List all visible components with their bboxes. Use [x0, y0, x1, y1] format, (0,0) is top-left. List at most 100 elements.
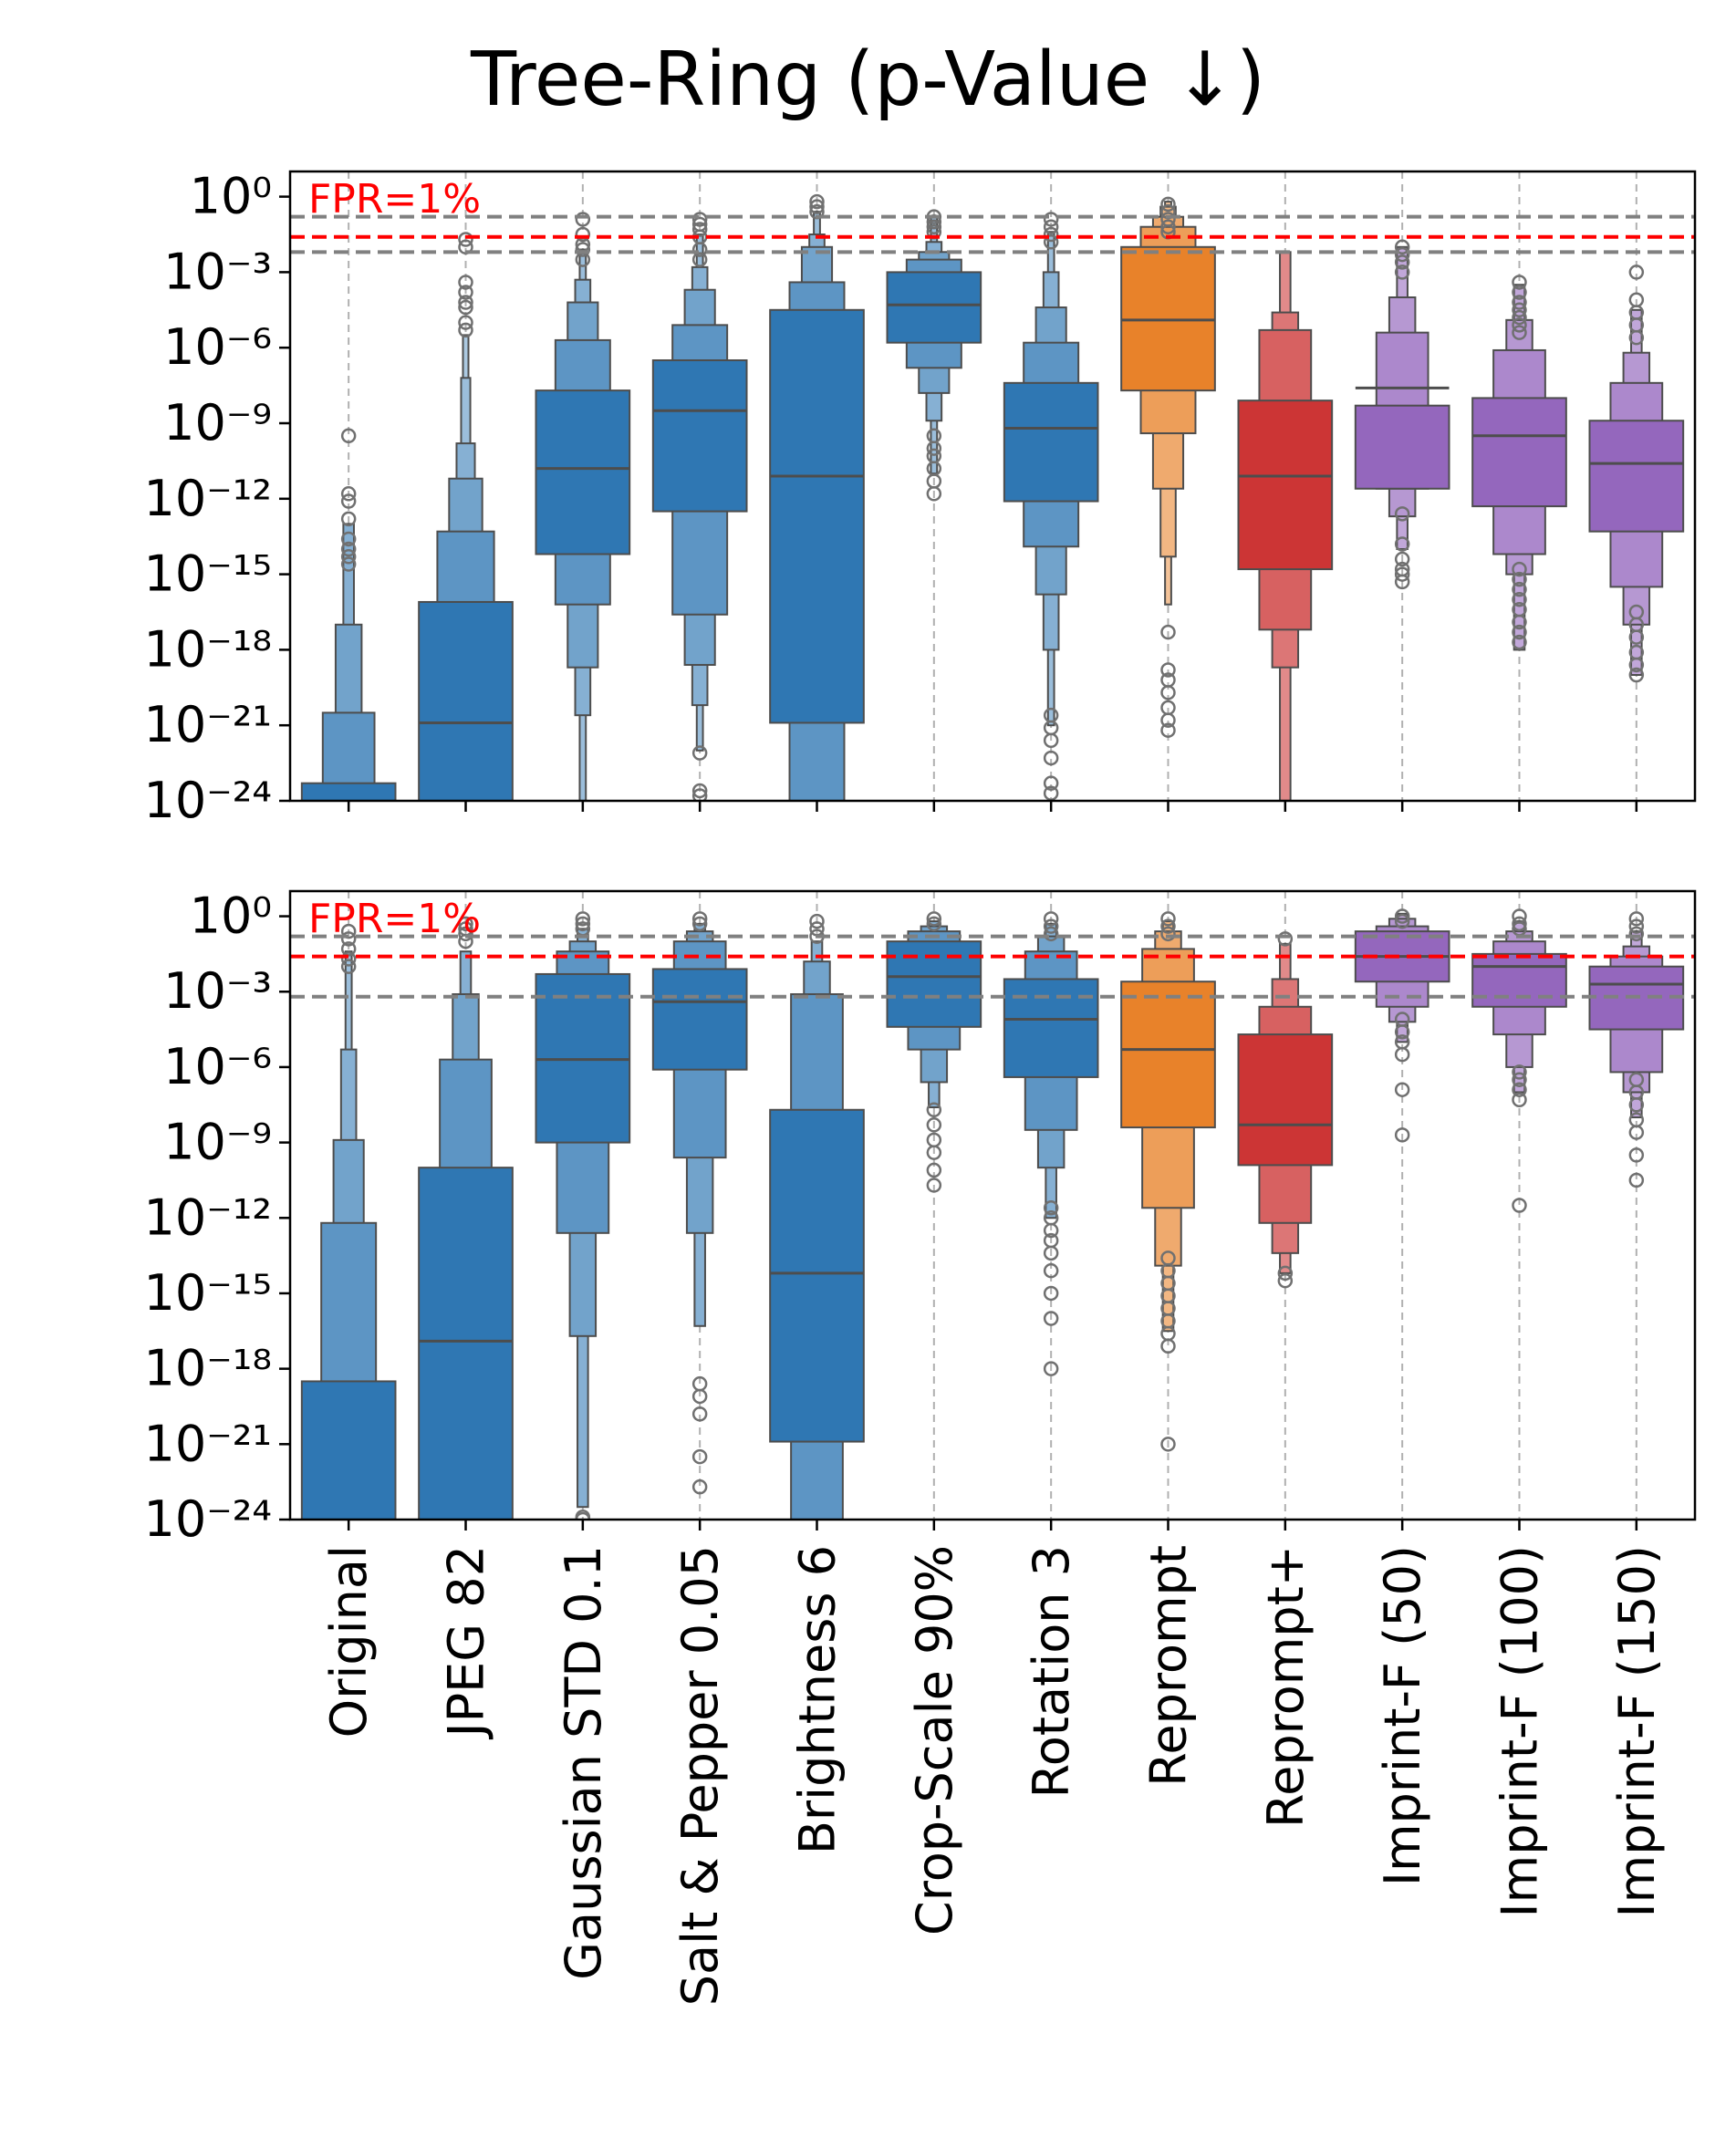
x-category-label: Imprint-F (50): [1374, 1545, 1431, 1886]
outlier-point: [1160, 722, 1176, 738]
y-tick-label: 10⁻⁶: [163, 1038, 272, 1095]
y-tick-label: 10⁻¹⁵: [143, 545, 272, 603]
boxen-level: [418, 1167, 514, 1520]
outlier-point: [1394, 913, 1410, 929]
fpr-annotation: FPR=1%: [308, 896, 481, 942]
boxen-level: [300, 1380, 397, 1520]
outlier-point: [458, 275, 473, 290]
boxen-level: [769, 1108, 865, 1443]
outlier-point: [1043, 1262, 1059, 1279]
outlier-point: [1043, 226, 1059, 243]
x-category-label: Reprompt+: [1257, 1545, 1315, 1828]
outlier-point: [691, 911, 708, 927]
outlier-point: [691, 788, 708, 801]
series-gaussian-std-0-1: [535, 212, 631, 801]
outlier-point: [1628, 1147, 1645, 1163]
plot-frame: [288, 889, 1697, 1521]
x-category-label: Crop-Scale 90%: [906, 1545, 963, 1935]
outlier-point: [1394, 1046, 1410, 1063]
outlier-point: [809, 199, 825, 214]
outlier-point: [458, 299, 473, 316]
y-tick-label: 10⁻¹⁸: [143, 1340, 272, 1397]
outlier-point: [926, 1145, 942, 1160]
outlier-point: [340, 556, 357, 572]
outlier-point: [1277, 931, 1294, 947]
outlier-point: [1628, 1097, 1645, 1113]
outlier-point: [1512, 581, 1527, 597]
outlier-point: [575, 226, 591, 243]
outlier-point: [340, 511, 357, 527]
outlier-point: [1512, 561, 1527, 577]
outlier-point: [1512, 302, 1527, 318]
series-imprint-f-100-: [1471, 275, 1567, 651]
series-brightness-6: [769, 193, 865, 801]
plot-area: [290, 171, 1695, 801]
outlier-point: [1277, 1272, 1294, 1289]
outlier-point: [1628, 1172, 1645, 1188]
panel-bottom: FPR=1% 10⁰ 10⁻³ 10⁻⁶ 10⁻⁹ 10⁻¹² 10⁻¹⁵ 10⁻¹⁸ 10⁻²…: [143, 887, 1697, 1548]
outlier-point: [1628, 657, 1645, 673]
outlier-point: [1043, 918, 1059, 934]
outlier-point: [1512, 591, 1527, 607]
outlier-point: [926, 219, 942, 234]
outlier-point: [1394, 566, 1410, 582]
outlier-point: [691, 1479, 708, 1495]
outlier-point: [1628, 265, 1645, 280]
outlier-point: [1394, 265, 1410, 280]
outlier-point: [340, 549, 357, 565]
outlier-point: [691, 1388, 708, 1405]
boxen-level: [418, 600, 514, 801]
series-salt-pepper-0-05: [651, 212, 748, 801]
outlier-point: [1512, 1072, 1527, 1087]
outlier-point: [1277, 1265, 1294, 1282]
outlier-point: [1628, 918, 1645, 934]
y-tick-label: 10⁻²⁴: [143, 1490, 272, 1548]
outlier-point: [1512, 571, 1527, 587]
boxen-level: [1003, 978, 1099, 1078]
outlier-point: [1394, 506, 1410, 522]
outlier-point: [1043, 775, 1059, 791]
y-tick-label: 10⁰: [190, 168, 272, 225]
outlier-point: [1628, 1125, 1645, 1140]
outlier-point: [926, 1178, 942, 1193]
outlier-point: [340, 923, 357, 939]
outlier-point: [340, 541, 357, 557]
y-tick-label: 10⁻⁹: [163, 1114, 272, 1171]
series-original: [300, 923, 397, 1520]
outlier-point: [1512, 1064, 1527, 1080]
series-imprint-f-150-: [1588, 265, 1685, 683]
boxen-level: [651, 359, 748, 513]
series-crop-scale-90-: [886, 209, 982, 502]
outlier-point: [1043, 219, 1059, 234]
outlier-point: [458, 322, 473, 338]
boxen-level: [886, 271, 982, 344]
x-category-label: Brightness 6: [789, 1545, 847, 1854]
outlier-point: [575, 911, 591, 927]
outlier-point: [458, 926, 473, 942]
outlier-point: [926, 1102, 942, 1118]
x-category-label: Original: [320, 1545, 378, 1738]
y-tick-label: 10⁻¹²: [143, 1188, 272, 1246]
series-imprint-f-50-: [1354, 239, 1450, 590]
x-category-label: Salt & Pepper 0.05: [671, 1545, 729, 2006]
outlier-point: [1512, 309, 1527, 326]
boxen-level: [1237, 1033, 1334, 1167]
outlier-point: [458, 295, 473, 310]
series-imprint-f-150-: [1588, 911, 1685, 1188]
outlier-point: [691, 916, 708, 932]
outlier-point: [691, 1406, 708, 1422]
x-category-label: Rotation 3: [1023, 1545, 1080, 1798]
outlier-point: [340, 931, 357, 947]
plot-area: [290, 891, 1695, 1520]
outlier-point: [458, 232, 473, 247]
panel-top: FPR=1% 10⁰ 10⁻³ 10⁻⁶ 10⁻⁹ 10⁻¹² 10⁻¹⁵ 10⁻¹⁸ 10⁻²…: [143, 168, 1697, 829]
x-category-label: Imprint-F (150): [1608, 1545, 1666, 1917]
outlier-point: [1512, 916, 1527, 932]
boxen-level: [651, 968, 748, 1071]
outlier-point: [1043, 732, 1059, 749]
outlier-point: [1043, 926, 1059, 942]
outlier-point: [926, 1117, 942, 1133]
series-original: [300, 428, 397, 801]
outlier-point: [1160, 1338, 1176, 1354]
outlier-point: [1043, 750, 1059, 766]
